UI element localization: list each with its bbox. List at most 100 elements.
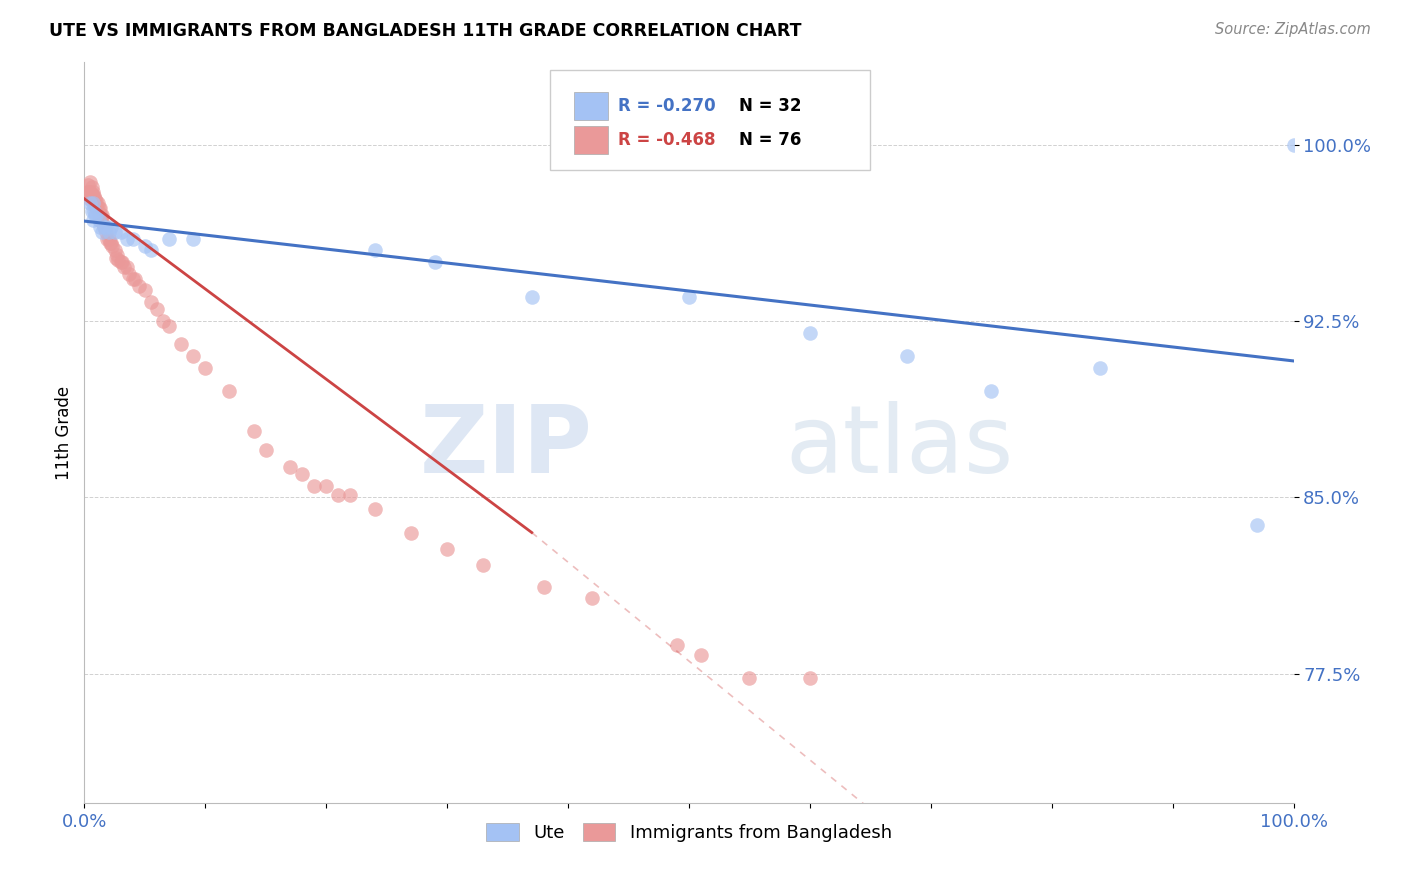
Point	[181, 232, 204, 246]
Point	[105, 248, 128, 262]
Point	[100, 236, 122, 251]
Point	[98, 236, 121, 251]
Point	[90, 208, 112, 222]
Point	[1088, 361, 1111, 376]
Point	[94, 219, 117, 234]
Point	[107, 252, 129, 267]
Point	[134, 284, 156, 298]
Point	[83, 194, 105, 208]
Point	[799, 671, 821, 685]
Point	[218, 384, 240, 399]
Text: R = -0.270: R = -0.270	[617, 97, 716, 115]
Point	[363, 244, 385, 258]
Point	[87, 208, 110, 222]
Point	[170, 337, 193, 351]
Point	[79, 196, 101, 211]
Point	[1282, 137, 1305, 152]
Point	[89, 201, 111, 215]
Point	[134, 239, 156, 253]
Text: UTE VS IMMIGRANTS FROM BANGLADESH 11TH GRADE CORRELATION CHART: UTE VS IMMIGRANTS FROM BANGLADESH 11TH G…	[49, 22, 801, 40]
Point	[472, 558, 495, 573]
Point	[82, 185, 104, 199]
Point	[89, 213, 111, 227]
Point	[121, 271, 143, 285]
Point	[91, 215, 114, 229]
Point	[94, 219, 117, 234]
Point	[399, 525, 422, 540]
Point	[86, 201, 108, 215]
Text: Source: ZipAtlas.com: Source: ZipAtlas.com	[1215, 22, 1371, 37]
Point	[82, 192, 104, 206]
Point	[423, 255, 446, 269]
Point	[581, 591, 603, 606]
Point	[79, 185, 101, 199]
Point	[110, 225, 132, 239]
Point	[80, 187, 103, 202]
Point	[97, 225, 120, 239]
Point	[115, 260, 138, 274]
Point	[83, 203, 105, 218]
Point	[124, 271, 146, 285]
Text: R = -0.468: R = -0.468	[617, 131, 716, 149]
Point	[896, 349, 918, 363]
Point	[328, 488, 350, 502]
Point	[93, 219, 115, 234]
Point	[84, 196, 107, 211]
Point	[84, 208, 107, 222]
Point	[96, 232, 118, 246]
Point	[82, 213, 104, 227]
Point	[110, 255, 132, 269]
Point	[80, 180, 103, 194]
FancyBboxPatch shape	[550, 70, 870, 169]
Point	[91, 208, 114, 222]
Text: atlas: atlas	[786, 401, 1014, 493]
Point	[104, 251, 127, 265]
Bar	[574, 92, 607, 120]
Point	[83, 189, 105, 203]
Point	[315, 478, 337, 492]
Point	[90, 213, 112, 227]
Point	[128, 278, 150, 293]
Point	[291, 467, 314, 481]
Point	[194, 361, 217, 376]
Bar	[574, 126, 607, 154]
Point	[87, 201, 110, 215]
Point	[678, 290, 700, 304]
Text: N = 76: N = 76	[738, 131, 801, 149]
Point	[112, 260, 135, 274]
Point	[115, 232, 138, 246]
Legend: Ute, Immigrants from Bangladesh: Ute, Immigrants from Bangladesh	[479, 816, 898, 849]
Point	[86, 196, 108, 211]
Point	[89, 208, 111, 222]
Point	[93, 219, 115, 234]
Point	[89, 219, 111, 234]
Text: N = 32: N = 32	[738, 97, 801, 115]
Y-axis label: 11th Grade: 11th Grade	[55, 385, 73, 480]
Point	[77, 178, 100, 192]
Point	[97, 232, 120, 246]
Point	[104, 225, 127, 239]
Point	[87, 213, 110, 227]
Point	[690, 648, 713, 662]
Point	[82, 196, 104, 211]
Point	[799, 326, 821, 340]
Point	[77, 185, 100, 199]
Point	[111, 255, 134, 269]
Point	[84, 192, 107, 206]
Point	[520, 290, 543, 304]
Point	[363, 502, 385, 516]
Text: ZIP: ZIP	[419, 401, 592, 493]
Point	[80, 203, 103, 218]
Point	[157, 232, 180, 246]
Point	[76, 185, 98, 199]
Point	[152, 314, 174, 328]
Point	[86, 208, 108, 222]
Point	[121, 232, 143, 246]
Point	[242, 425, 264, 439]
Point	[738, 671, 761, 685]
Point	[139, 295, 162, 310]
Point	[665, 638, 688, 652]
Point	[82, 189, 104, 203]
Point	[118, 267, 141, 281]
Point	[100, 219, 122, 234]
